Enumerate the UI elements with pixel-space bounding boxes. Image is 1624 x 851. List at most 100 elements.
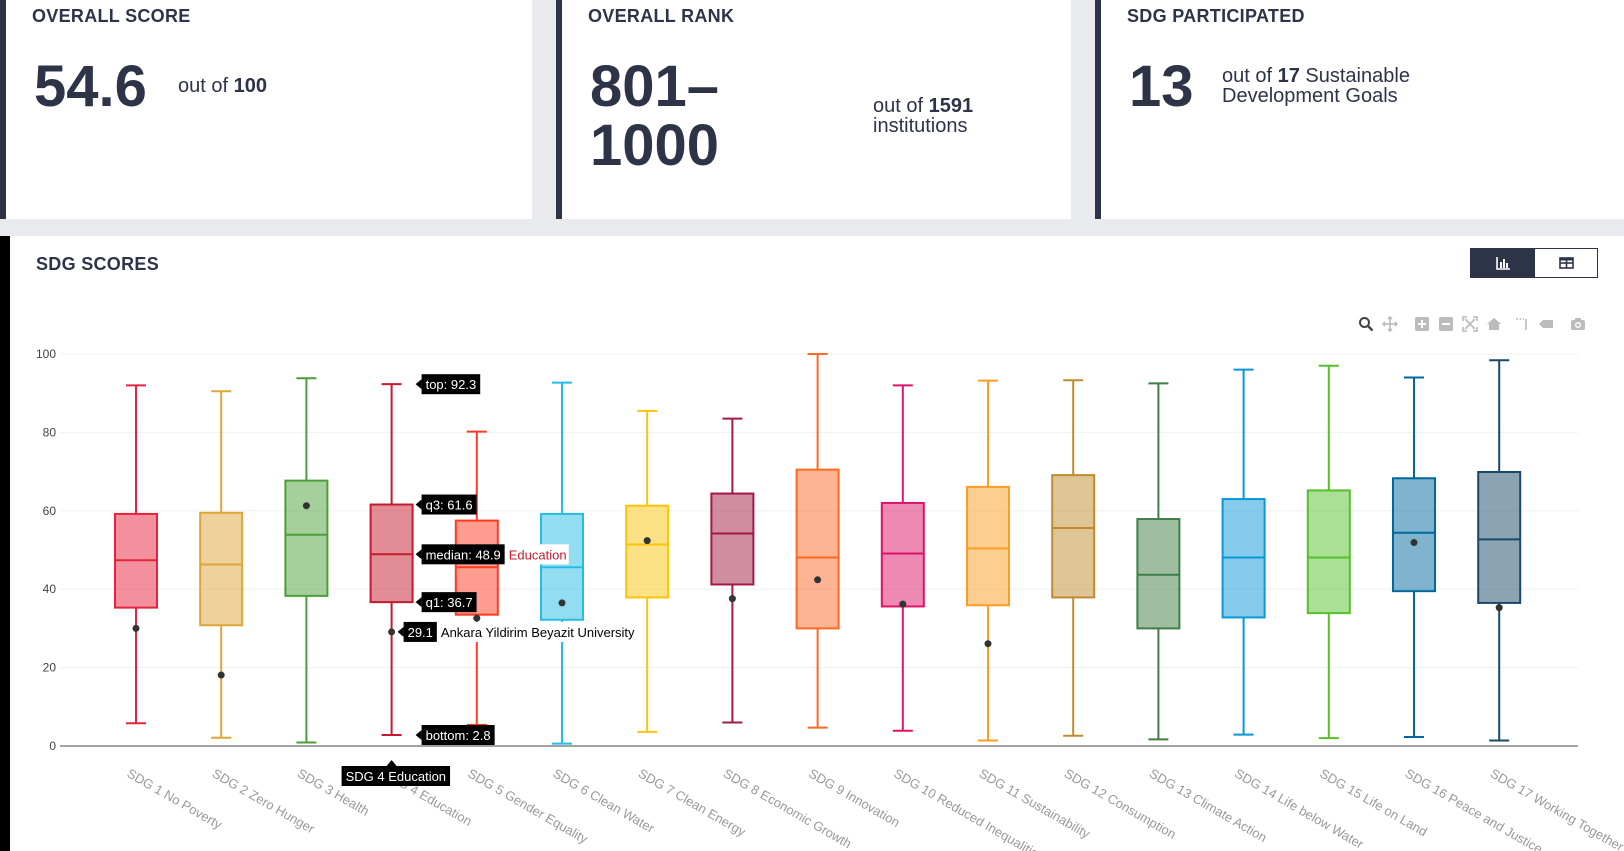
zoom-out-icon[interactable] [1438,316,1454,332]
institution-point [302,502,310,510]
box-8 [710,417,755,724]
overall-score-sub: out of 100 [178,76,267,96]
institution-point [388,628,396,636]
box-body [199,511,244,627]
y-tick-label: 0 [49,739,56,753]
institution-point [814,576,822,584]
hover-point-name: Ankara Yildirim Beyazit University [441,625,635,640]
hover-point-pointer [397,626,404,637]
box-body [284,479,329,597]
hover-top-label: top: 92.3 [415,374,481,395]
box-2 [199,390,244,739]
institution-point [558,599,566,607]
table-view-button[interactable] [1534,248,1598,278]
institution-point [899,600,907,608]
sdg-participated-value: 13 [1129,54,1194,119]
box-5 [454,430,499,726]
table-icon [1559,257,1574,269]
box-body [795,468,840,630]
box-body [1392,477,1436,593]
overall-score-title: OVERALL SCORE [32,6,191,26]
bar-chart-icon [1496,257,1510,270]
sdg-scores-panel: SDG SCORES 0 20 40 60 80 1 [0,236,1624,851]
sdg-participated-title: SDG PARTICIPATED [1127,6,1305,26]
box-1 [114,384,158,725]
overall-rank-card: OVERALL RANK 801– 1000 out of 1591 insti… [556,0,1071,219]
chart-view-button[interactable] [1470,248,1534,278]
institution-point [1410,539,1418,547]
home-icon[interactable] [1486,316,1502,332]
y-tick-label: 100 [36,347,56,361]
sdg-participated-card: SDG PARTICIPATED 13 out of 17 Sustainabl… [1095,0,1624,219]
box-12 [1051,379,1096,737]
box-body [1477,470,1522,604]
zoom-in-icon[interactable] [1414,316,1430,332]
pan-icon[interactable] [1382,316,1398,332]
overall-score-card: OVERALL SCORE 54.6 out of 100 [0,0,532,219]
hover-top-label-text: top: 92.3 [426,377,477,392]
overall-rank-sub-line2: institutions [873,115,968,137]
institution-point [728,595,736,603]
overall-score-sub-prefix: out of [178,75,234,97]
overall-score-value: 54.6 [34,54,147,119]
overall-rank-sub: out of 1591 [873,96,973,116]
hover-median-label-text: median: 48.9 [426,547,501,562]
box-body [966,485,1010,607]
hover-top-label-pointer [415,379,422,390]
sdg-participated-sub-line2: Development Goals [1222,85,1398,107]
overall-score-max: 100 [233,75,267,97]
overall-rank-value-line2: 1000 [590,113,720,178]
hover-median-label-pointer [415,549,422,560]
box-9 [795,353,840,729]
zoom-icon[interactable] [1358,316,1374,332]
hover-q1-label-pointer [415,597,422,608]
box-10 [880,384,925,732]
hover-q1-label-bg [421,592,477,613]
institution-point [643,537,651,545]
y-tick-label: 80 [43,425,57,439]
sdg-participated-sub-prefix: out of [1222,65,1278,87]
hover-median-label-bg [421,544,505,565]
x-tick-label: SDG 10 Reduced Inequalities [891,766,1047,851]
hover-bottom-label-pointer [415,730,422,741]
hover-q1-label: q1: 36.7 [415,592,477,613]
overall-rank-title: OVERALL RANK [588,6,735,26]
box-body [880,501,925,608]
box-7 [625,409,670,733]
institution-point [984,640,992,648]
hover-point-bg [403,621,437,642]
sdg-scores-title: SDG SCORES [36,254,160,274]
institution-point [132,624,140,632]
box-body [625,504,670,599]
sdg-participated-sub-suffix: Sustainable [1299,65,1410,87]
hover-point-value: 29.1 [408,625,433,640]
x-tick-label: SDG 1 No Poverty [125,766,226,833]
hover-axis-label-pointer [386,760,397,766]
hover-top-label-bg [421,374,481,395]
hover-q3-label-text: q3: 61.6 [426,498,473,513]
box-11 [966,379,1010,742]
hover-bottom-label-text: bottom: 2.8 [426,728,491,743]
box-body [1051,474,1096,599]
hover-median-name: Education [509,547,567,562]
hover-q3-label-bg [421,494,477,515]
overall-rank-value-line1: 801– [590,54,720,119]
autoscale-icon[interactable] [1462,316,1478,332]
box-3 [284,377,329,744]
hover-median-label: median: 48.9 [415,544,505,565]
y-tick-label: 40 [43,582,57,596]
sdg-participated-sub: out of 17 Sustainable [1222,66,1410,86]
spike-icon[interactable] [1514,316,1530,332]
box-17 [1477,359,1522,742]
y-tick-label: 20 [43,661,57,675]
overall-rank-total: 1591 [928,95,974,117]
hover-bottom-label: bottom: 2.8 [415,725,495,746]
box-body [1306,489,1351,615]
box-4 [369,383,414,737]
camera-icon[interactable] [1570,316,1586,332]
compare-icon[interactable] [1538,316,1554,332]
hover-median-name-bg [504,544,569,565]
hover-axis-label-text: SDG 4 Education [346,769,446,784]
overall-rank-sub-prefix: out of [873,95,929,117]
